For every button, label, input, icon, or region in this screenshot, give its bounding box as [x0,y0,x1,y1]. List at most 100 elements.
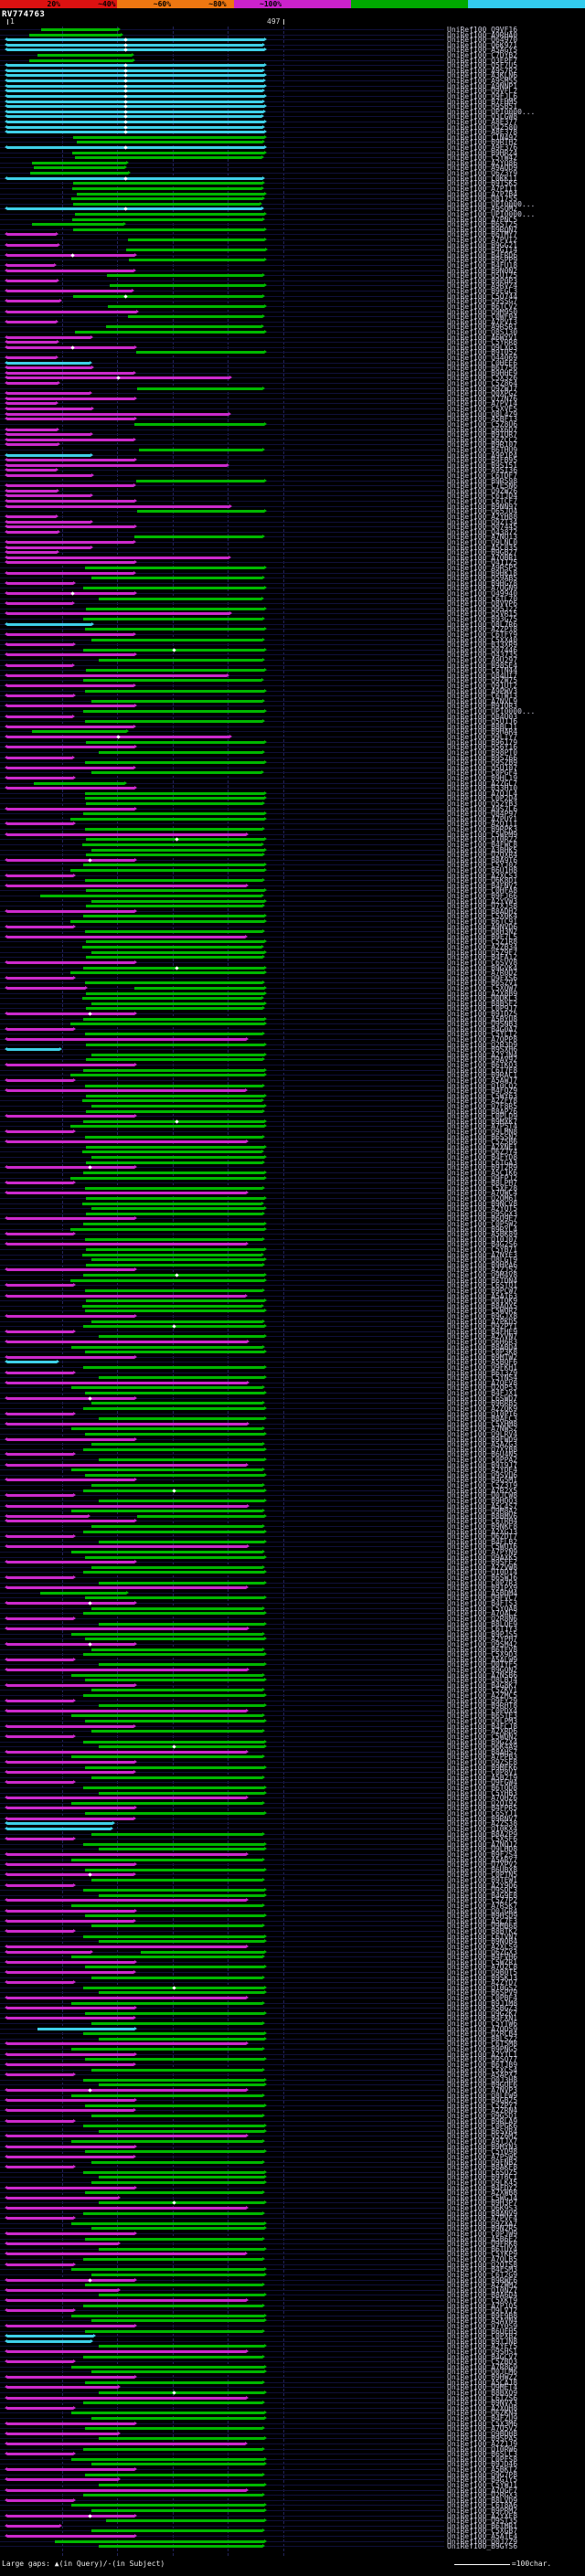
hit-label[interactable]: UniRef100_Q9LXG3 [447,343,518,352]
hit-label[interactable]: UniRef100_Q9FGW4 [447,1778,518,1787]
hit-label[interactable]: UniRef100_A9SM55 [447,77,518,86]
hit-label[interactable]: UniRef100_Q9G5D1 [447,2112,518,2121]
hit-label[interactable]: UniRef100_A2Z1J9 [447,2440,518,2449]
hit-bar[interactable] [84,760,267,765]
hit-bar[interactable] [5,334,93,339]
hit-bar[interactable] [4,1452,77,1457]
hit-label[interactable]: UniRef100_Q95J22 [447,604,518,613]
hit-label[interactable]: UniRef100_A2ZVW8 [447,1563,518,1572]
hit-bar[interactable] [84,2426,266,2431]
hit-label[interactable]: UniRef100_A7QWC4 [447,1189,518,1198]
hit-label[interactable]: UniRef100_C6T7E8 [447,1065,518,1075]
hit-bar[interactable] [128,237,267,241]
hit-bar[interactable] [4,2098,138,2103]
hit-bar[interactable] [84,878,266,883]
hit-bar[interactable] [98,1744,267,1749]
hit-bar[interactable] [41,27,122,31]
hit-bar[interactable] [4,370,137,375]
hit-label[interactable]: UniRef100_A7NWS2 [447,1425,518,1434]
hit-label[interactable]: UniRef100_A9S7L6 [447,804,518,813]
hit-bar[interactable] [84,2472,266,2476]
hit-bar[interactable] [4,1908,138,1913]
hit-label[interactable]: UniRef100_Q91UT2 [447,682,518,690]
hit-label[interactable]: UniRef100_Q9LHD8 [447,1845,518,1854]
hit-label[interactable]: UniRef100_Q6K971 [447,40,518,49]
hit-bar[interactable] [140,1949,267,1954]
hit-label[interactable]: UniRef100_B8B5F2 [447,999,518,1008]
hit-bar[interactable] [90,2021,265,2026]
hit-label[interactable]: UniRef100_Q9VF16 [447,26,518,34]
hit-bar[interactable] [4,1821,116,1826]
hit-label[interactable]: UniRef100_A7P7B4 [447,189,518,198]
hit-label[interactable]: UniRef100_C5X9D3 [447,1650,518,1659]
hit-label[interactable]: UniRef100_UPI0000... [447,707,536,716]
hit-label[interactable]: UniRef100_Q9LIY7 [447,733,518,742]
hit-bar[interactable] [5,934,248,938]
hit-label[interactable]: UniRef100_Q9M4V8 [447,1271,518,1280]
hit-bar[interactable] [5,1088,248,1093]
hit-bar[interactable] [85,801,266,806]
hit-label[interactable]: UniRef100_B4G9E8 [447,1891,518,1900]
hit-bar[interactable] [4,1944,250,1948]
hit-label[interactable]: UniRef100_A7PYN9 [447,1547,518,1556]
hit-bar[interactable] [4,1534,77,1539]
hit-label[interactable]: UniRef100_Q10CQ2 [447,1081,518,1090]
hit-bar[interactable] [5,63,267,68]
hit-label[interactable]: UniRef100_C5WGJ4 [447,2193,518,2202]
hit-bar[interactable] [4,381,61,386]
hit-label[interactable]: UniRef100_A9RSR1 [447,323,518,332]
hit-label[interactable]: UniRef100_C5Z5B6 [447,1138,518,1147]
hit-bar[interactable] [85,1057,266,1062]
hit-label[interactable]: UniRef100_B9HRZ4 [447,148,518,157]
hit-bar[interactable] [4,832,250,836]
hit-bar[interactable] [90,1775,265,1779]
hit-label[interactable]: UniRef100_C5WY63 [447,1091,518,1100]
hit-label[interactable]: UniRef100_B9HWZ2 [447,2373,518,2382]
hit-bar[interactable] [4,684,137,687]
hit-label[interactable]: UniRef100_B6UBX8 [447,1865,518,1874]
hit-bar[interactable] [85,853,266,857]
hit-label[interactable]: UniRef100_B6TMR1 [447,2521,518,2530]
hit-bar[interactable] [83,586,267,590]
hit-bar[interactable] [4,2513,138,2518]
hit-bar[interactable] [4,2421,138,2425]
hit-bar[interactable] [5,514,58,518]
hit-label[interactable]: UniRef100_B9RLA9 [447,2116,518,2125]
hit-label[interactable]: UniRef100_Q6ZGX3 [447,1947,518,1956]
hit-label[interactable]: UniRef100_Q2QI92 [447,1798,518,1807]
hit-label[interactable]: UniRef100_UPI0000... [447,199,536,208]
hit-bar[interactable] [4,1114,138,1118]
hit-label[interactable]: UniRef100_A2YDE4 [447,1466,518,1475]
hit-bar[interactable] [4,883,250,887]
hit-label[interactable]: UniRef100_A5B2T9 [447,1773,518,1782]
hit-bar[interactable] [5,83,267,88]
hit-bar[interactable] [4,109,267,113]
hit-label[interactable]: UniRef100_Q10NZ7 [447,2285,518,2295]
hit-bar[interactable] [4,2431,122,2435]
hit-bar[interactable] [98,1498,267,1502]
hit-bar[interactable] [4,1544,250,1549]
hit-bar[interactable] [4,2467,138,2472]
hit-label[interactable]: UniRef100_Q77N76 [447,394,518,403]
hit-bar[interactable] [5,555,231,559]
hit-label[interactable]: UniRef100_A7Q5V2 [447,2424,518,2433]
hit-label[interactable]: UniRef100_A9P1P4 [447,451,518,460]
hit-label[interactable]: UniRef100_A2XGJ3 [447,1527,518,1536]
hit-label[interactable]: UniRef100_B8LQE9 [447,1619,518,1628]
hit-bar[interactable] [4,631,137,636]
hit-bar[interactable] [4,1478,138,1482]
hit-bar[interactable] [84,1185,266,1190]
hit-bar[interactable] [4,268,137,272]
hit-label[interactable]: UniRef100_B8LSZ2 [447,2034,518,2043]
hit-bar[interactable] [83,1170,267,1174]
hit-bar[interactable] [4,1129,77,1134]
hit-label[interactable]: UniRef100_B9IUR7 [447,430,518,440]
hit-label[interactable]: UniRef100_A2XQH8 [447,2403,518,2412]
hit-label[interactable]: UniRef100_C5YHB3 [447,1788,518,1797]
hit-label[interactable]: UniRef100_C5Q744 [447,292,518,301]
hit-label[interactable]: UniRef100_Q9BDH8 [447,2429,518,2438]
hit-label[interactable]: UniRef100_A5BF13 [447,415,518,424]
hit-label[interactable]: UniRef100_C5YD98 [447,2147,518,2157]
hit-label[interactable]: UniRef100_C5X3M6 [447,2419,518,2428]
hit-label[interactable]: UniRef100_B8AP26 [447,1107,518,1116]
